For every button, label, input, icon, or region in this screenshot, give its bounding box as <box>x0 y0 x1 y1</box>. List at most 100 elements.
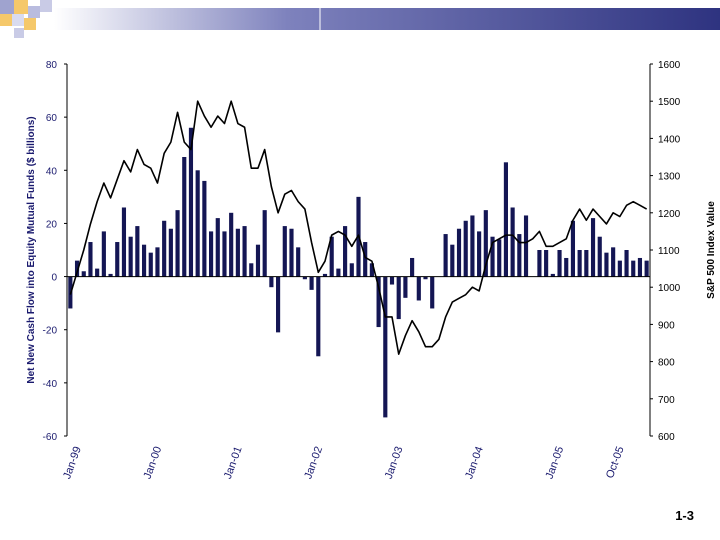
cashflow-bar <box>108 273 113 277</box>
x-tick-label: Jan-00 <box>142 445 165 481</box>
corner-square <box>24 18 36 30</box>
y-tick-right-label: 1400 <box>658 134 681 145</box>
cashflow-bar <box>537 250 542 277</box>
cashflow-bar <box>81 271 86 277</box>
cashflow-bar <box>611 247 616 277</box>
cashflow-bar <box>74 260 80 277</box>
cashflow-bar <box>389 276 395 285</box>
y-tick-right-label: 700 <box>658 395 675 406</box>
cashflow-bar <box>523 215 529 277</box>
cashflow-bar <box>155 247 160 277</box>
cashflow-bar <box>255 244 261 277</box>
cashflow-bar <box>510 207 515 277</box>
cashflow-bar <box>168 228 173 277</box>
cashflow-bar <box>95 268 100 277</box>
cashflow-bar <box>430 276 435 309</box>
cashflow-bar <box>369 263 374 277</box>
cashflow-bar <box>463 220 468 277</box>
cashflow-bar <box>235 228 240 277</box>
cashflow-bar <box>242 226 247 277</box>
cashflow-bar <box>269 276 274 288</box>
cashflow-bar <box>631 260 636 277</box>
cashflow-bar <box>101 231 106 277</box>
y-axis-right-label: S&P 500 Index Value <box>706 201 717 299</box>
x-tick-label: Jan-99 <box>61 445 84 481</box>
cashflow-bar <box>550 273 555 277</box>
cashflow-bar <box>470 215 475 277</box>
corner-square <box>28 6 40 18</box>
corner-square <box>14 28 24 38</box>
cashflow-bar <box>544 250 549 277</box>
cashflow-bar <box>289 228 294 277</box>
cashflow-bar <box>141 244 147 277</box>
cashflow-bar <box>557 250 562 277</box>
y-tick-right-label: 1200 <box>658 209 681 220</box>
cashflow-bar <box>316 276 321 357</box>
cashflow-bar <box>282 226 287 277</box>
cashflow-bar <box>416 276 421 301</box>
corner-square <box>40 0 52 12</box>
y-tick-left-label: -60 <box>43 432 58 443</box>
cashflow-bar <box>188 127 194 277</box>
cashflow-bar <box>456 228 462 277</box>
cashflow-bar <box>296 247 301 277</box>
cashflow-bar <box>363 242 368 277</box>
cashflow-bar <box>423 276 428 280</box>
y-tick-left-label: -20 <box>43 326 58 337</box>
y-tick-right-label: 900 <box>658 320 675 331</box>
corner-square <box>14 0 28 14</box>
cashflow-bar <box>497 239 502 277</box>
cashflow-bar <box>604 252 609 277</box>
cashflow-bar <box>490 236 495 277</box>
cashflow-bar <box>503 162 508 277</box>
cashflow-bar <box>222 231 227 277</box>
y-tick-right-label: 1100 <box>658 246 680 257</box>
cashflow-bar <box>450 244 455 277</box>
y-tick-left-label: 20 <box>46 219 58 230</box>
cashflow-bar <box>128 236 133 277</box>
cashflow-bar <box>624 250 629 277</box>
cashflow-bar <box>162 220 167 277</box>
cashflow-bar <box>115 242 120 277</box>
x-tick-label: Jan-01 <box>222 445 245 481</box>
y-tick-right-label: 1300 <box>658 172 681 183</box>
x-tick-label: Jan-02 <box>302 445 325 481</box>
cashflow-bar <box>262 210 267 277</box>
cashflow-bar <box>309 276 314 290</box>
sp500-line <box>69 100 648 355</box>
cashflow-bar <box>195 170 200 277</box>
page-number: 1-3 <box>675 508 694 523</box>
y-tick-right-label: 1000 <box>658 283 681 294</box>
cashflow-bar <box>202 180 207 277</box>
cashflow-bar <box>483 210 488 277</box>
title-band <box>54 8 720 30</box>
cashflow-bar <box>215 218 220 277</box>
cashflow-bar <box>349 263 354 277</box>
y-tick-left-label: -40 <box>43 379 58 390</box>
x-tick-label: Jan-04 <box>463 445 486 481</box>
cashflow-bar <box>584 250 589 277</box>
corner-square <box>12 14 24 26</box>
x-tick-label: Jan-05 <box>544 445 567 481</box>
cashflow-bar <box>376 276 381 328</box>
cashflow-bar <box>597 236 602 277</box>
cashflow-bar <box>135 226 140 277</box>
cashflow-bar <box>175 210 180 277</box>
y-tick-left-label: 60 <box>46 113 58 124</box>
cashflow-bar <box>209 231 214 277</box>
corner-square <box>0 0 14 14</box>
x-tick-label: Oct-05 <box>604 445 627 480</box>
cashflow-bar <box>249 263 254 277</box>
cashflow-bar <box>517 234 522 277</box>
cashflow-bar <box>564 257 569 277</box>
cashflow-bar <box>443 234 448 277</box>
cashflow-bar <box>383 276 388 418</box>
y-tick-left-label: 80 <box>46 60 58 71</box>
x-tick-label: Jan-03 <box>383 445 406 481</box>
cashflow-bar <box>570 220 576 277</box>
y-tick-right-label: 600 <box>658 432 675 443</box>
cashflow-bar <box>148 252 153 277</box>
cashflow-bar <box>182 157 187 277</box>
cashflow-bar <box>229 212 234 277</box>
